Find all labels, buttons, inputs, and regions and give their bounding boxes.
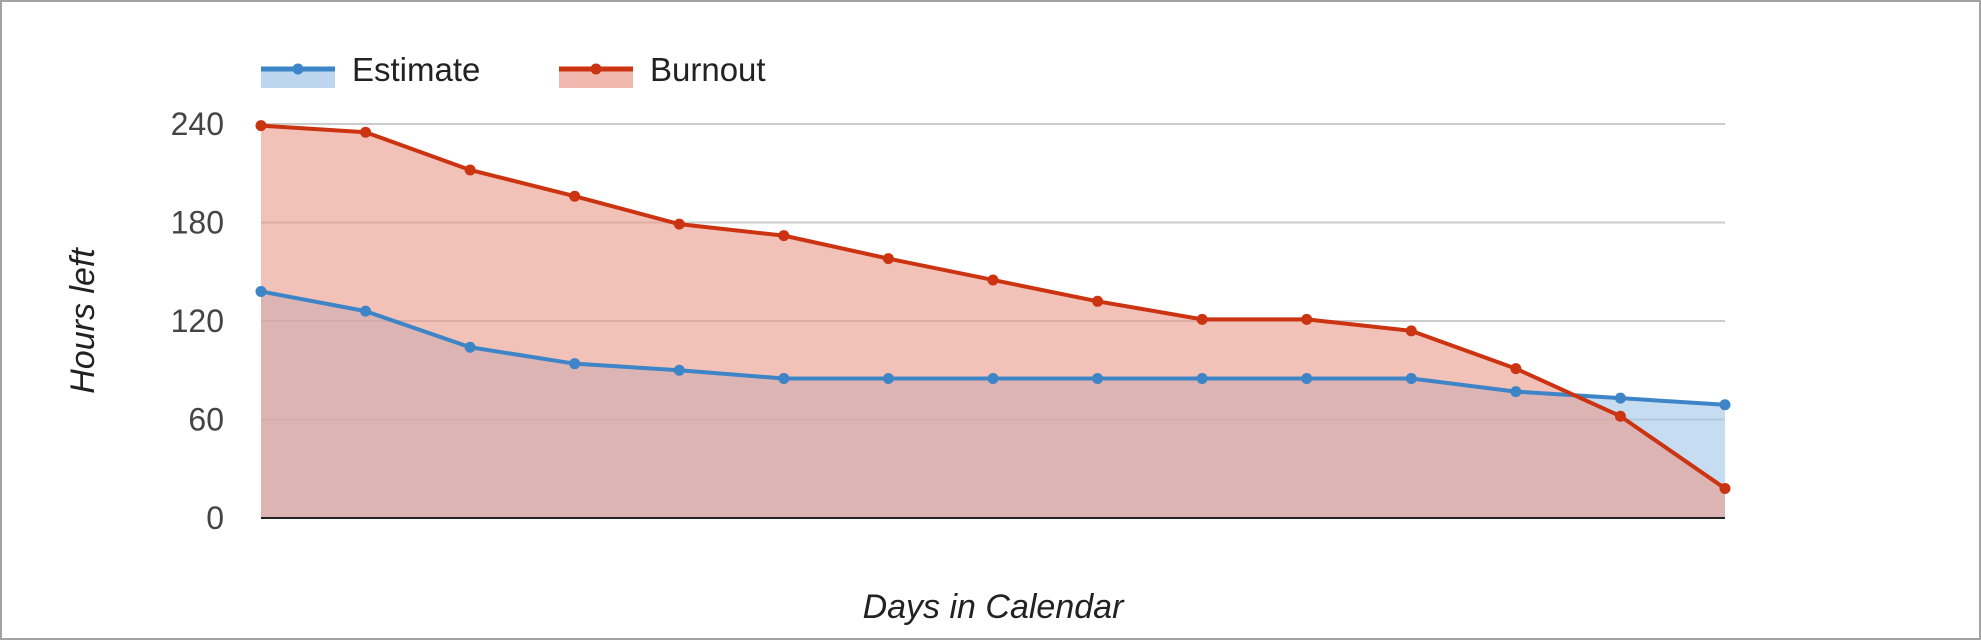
point-burnout: [1301, 313, 1313, 325]
point-burnout: [1614, 410, 1626, 422]
area-burnout: [261, 125, 1725, 519]
point-estimate: [1614, 392, 1626, 404]
point-burnout: [1510, 363, 1522, 375]
legend-item-burnout: Burnout: [559, 51, 766, 88]
y-axis-title: Hours left: [64, 247, 102, 394]
legend-swatch: [559, 69, 633, 88]
legend-marker: [590, 63, 602, 75]
point-burnout: [255, 120, 267, 132]
point-estimate: [1510, 386, 1522, 398]
legend-swatch: [261, 69, 335, 88]
legend-item-estimate: Estimate: [261, 51, 480, 88]
series-areas: [261, 125, 1725, 519]
point-estimate: [360, 305, 372, 317]
point-burnout: [882, 253, 894, 265]
point-burnout: [464, 164, 476, 176]
legend-marker: [292, 63, 304, 75]
x-axis-title: Days in Calendar: [863, 588, 1125, 626]
point-estimate: [1719, 399, 1731, 411]
y-tick-label: 60: [188, 402, 224, 438]
point-estimate: [1301, 372, 1313, 384]
point-estimate: [778, 372, 790, 384]
point-burnout: [360, 126, 372, 138]
point-burnout: [778, 230, 790, 242]
point-burnout: [569, 190, 581, 202]
legend: Estimate Burnout: [261, 51, 766, 88]
point-burnout: [1405, 325, 1417, 337]
point-burnout: [1092, 295, 1104, 307]
point-estimate: [569, 358, 581, 370]
point-estimate: [673, 364, 685, 376]
legend-label: Burnout: [650, 51, 766, 88]
point-estimate: [882, 372, 894, 384]
y-axis-ticks: 0 60 120 180 240: [171, 106, 224, 536]
point-estimate: [987, 372, 999, 384]
legend-label: Estimate: [352, 51, 480, 88]
point-burnout: [987, 274, 999, 286]
point-estimate: [1405, 372, 1417, 384]
point-estimate: [1092, 372, 1104, 384]
point-burnout: [1196, 313, 1208, 325]
point-estimate: [255, 285, 267, 297]
y-tick-label: 240: [171, 106, 224, 142]
series-lines: [255, 120, 1731, 494]
point-estimate: [1196, 372, 1208, 384]
y-tick-label: 120: [171, 303, 224, 339]
point-burnout: [1719, 482, 1731, 494]
point-burnout: [673, 218, 685, 230]
point-estimate: [464, 341, 476, 353]
y-tick-label: 0: [206, 500, 224, 536]
y-tick-label: 180: [171, 205, 224, 241]
